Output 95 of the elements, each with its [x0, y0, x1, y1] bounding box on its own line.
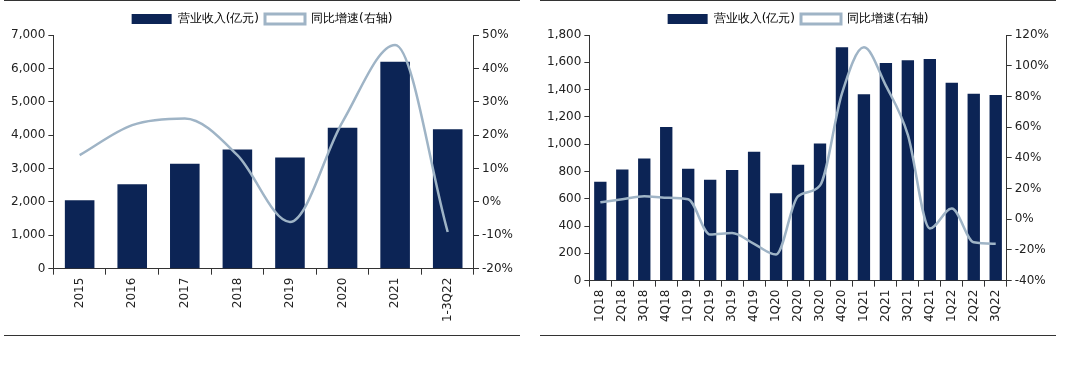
legend-label: 同比增速(右轴)	[311, 11, 393, 26]
bar	[967, 93, 980, 281]
x-tick-label: 1-3Q22	[439, 277, 454, 323]
y-tick-label: 600	[558, 190, 582, 205]
legend-label: 同比增速(右轴)	[847, 11, 929, 26]
y-tick-label: 0	[573, 272, 582, 287]
y2-tick-label: 20%	[1014, 180, 1042, 195]
x-tick-label: 2020	[334, 277, 349, 309]
x-tick-label: 3Q18	[636, 289, 651, 323]
bar	[616, 169, 629, 281]
y2-tick-label: 60%	[1014, 119, 1042, 134]
y-tick-label: 4,000	[10, 127, 46, 142]
y-tick-label: 5,000	[10, 93, 46, 108]
y2-tick-label: -40%	[1014, 272, 1046, 287]
bar	[432, 129, 463, 269]
x-tick-label: 2017	[176, 277, 191, 309]
bar	[594, 181, 607, 281]
bar	[989, 95, 1002, 281]
x-tick-label: 2Q20	[790, 289, 805, 323]
y-tick-label: 1,000	[10, 227, 46, 242]
legend-label: 营业收入(亿元)	[177, 11, 260, 26]
bar	[923, 58, 936, 281]
x-tick-label: 1Q19	[680, 289, 695, 323]
y-tick-label: 1,800	[546, 27, 582, 42]
bar	[660, 127, 673, 281]
y2-tick-label: 0%	[1014, 211, 1034, 226]
x-tick-label: 2019	[282, 277, 297, 309]
x-tick-label: 2016	[124, 277, 139, 309]
x-tick-label: 2015	[71, 277, 86, 309]
x-tick-label: 3Q19	[724, 289, 739, 323]
bar	[813, 143, 827, 281]
bar	[64, 200, 95, 269]
y2-tick-label: 120%	[1014, 27, 1050, 42]
bar	[791, 164, 805, 281]
bar	[747, 151, 761, 281]
bar	[945, 82, 958, 281]
y-tick-label: 800	[558, 163, 582, 178]
x-tick-label: 3Q22	[987, 289, 1002, 323]
bar	[857, 94, 871, 281]
y-tick-label: 1,400	[546, 81, 582, 96]
y-tick-label: 3,000	[10, 160, 46, 175]
bar	[638, 158, 651, 281]
x-tick-label: 4Q18	[658, 289, 673, 323]
bar	[682, 168, 695, 281]
y-tick-label: 1,000	[546, 136, 582, 151]
y2-tick-label: 40%	[482, 60, 509, 75]
y-tick-label: 0	[37, 260, 46, 275]
y2-tick-label: 50%	[482, 27, 509, 42]
y-tick-label: 7,000	[10, 27, 46, 42]
x-tick-label: 1Q20	[768, 289, 783, 323]
bar	[380, 61, 410, 269]
x-tick-label: 1Q21	[856, 289, 871, 323]
x-tick-label: 2Q19	[702, 289, 717, 323]
x-tick-label: 2Q22	[965, 289, 980, 323]
y-tick-label: 1,200	[546, 109, 582, 124]
x-tick-label: 4Q20	[834, 289, 849, 323]
x-tick-label: 3Q20	[812, 289, 827, 323]
bar	[170, 163, 200, 269]
x-tick-label: 3Q21	[899, 289, 914, 323]
y2-tick-label: 0%	[482, 194, 502, 209]
x-tick-label: 1Q18	[592, 289, 607, 323]
bar	[901, 60, 915, 281]
x-tick-label: 2Q18	[614, 289, 629, 323]
y2-tick-label: -20%	[1014, 242, 1046, 257]
bar	[703, 179, 717, 281]
bar	[769, 193, 783, 281]
y-tick-label: 2,000	[10, 194, 46, 209]
bar	[327, 127, 358, 269]
x-tick-label: 2021	[387, 277, 402, 309]
line-series	[599, 46, 997, 256]
y-tick-label: 1,600	[546, 54, 582, 69]
y-tick-label: 400	[558, 218, 582, 233]
bar	[725, 170, 739, 281]
x-tick-label: 4Q21	[921, 289, 936, 323]
bar	[117, 184, 148, 269]
y2-tick-label: -10%	[482, 227, 514, 242]
y2-tick-label: 10%	[482, 160, 509, 175]
y2-tick-label: 40%	[1014, 149, 1042, 164]
bar	[275, 157, 305, 269]
bar	[879, 62, 893, 281]
y2-tick-label: 100%	[1014, 57, 1050, 72]
line-series	[78, 43, 449, 234]
y2-tick-label: 20%	[482, 127, 509, 142]
y2-tick-label: 80%	[1014, 88, 1042, 103]
y-tick-label: 6,000	[10, 60, 46, 75]
x-tick-label: 1Q22	[943, 289, 958, 323]
bar	[222, 149, 253, 269]
y-tick-label: 200	[558, 245, 582, 260]
y2-tick-label: 30%	[482, 93, 509, 108]
legend-label: 营业收入(亿元)	[713, 11, 796, 26]
x-tick-label: 2018	[229, 277, 244, 309]
bar	[835, 47, 849, 281]
x-tick-label: 4Q19	[746, 289, 761, 323]
y2-tick-label: -20%	[482, 260, 514, 275]
x-tick-label: 2Q21	[878, 289, 893, 323]
